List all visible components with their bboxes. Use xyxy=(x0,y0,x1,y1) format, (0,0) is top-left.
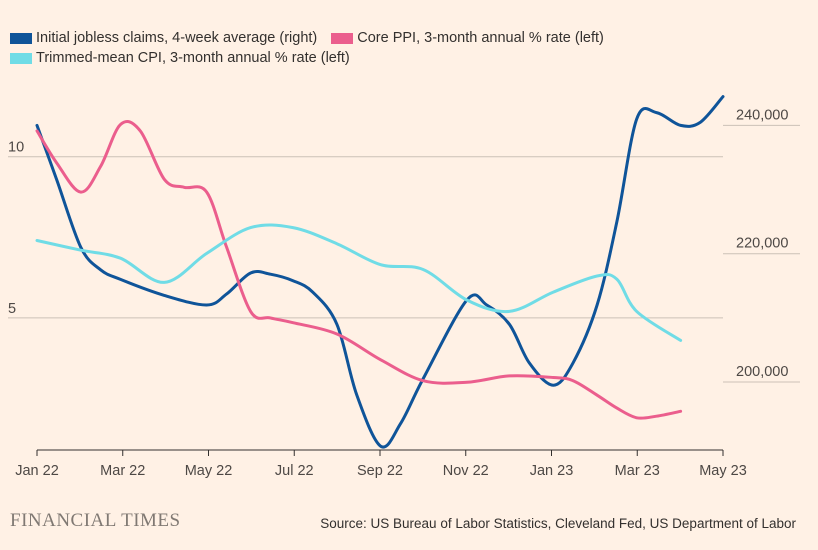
y-right-tick-label-200000: 200,000 xyxy=(736,364,788,380)
legend-swatch-core-ppi xyxy=(331,32,354,44)
legend-row-1: Initial jobless claims, 4-week average (… xyxy=(10,28,800,48)
source-note: Source: US Bureau of Labor Statistics, C… xyxy=(320,516,796,531)
legend-row-2: Trimmed-mean CPI, 3-month annual % rate … xyxy=(10,48,800,68)
legend-label-jobless-claims: Initial jobless claims, 4-week average (… xyxy=(36,30,318,46)
x-tick-label-mar-23: Mar 23 xyxy=(615,463,660,479)
gridlines xyxy=(8,124,800,383)
legend-label-trimmed-cpi: Trimmed-mean CPI, 3-month annual % rate … xyxy=(36,50,350,66)
x-tick-label-sep-22: Sep 22 xyxy=(357,463,403,479)
y-right-tick-label-240000: 240,000 xyxy=(736,107,788,123)
y-left-tick-label-5: 5 xyxy=(8,301,16,317)
axes: 5 10 200,000 220,000 240,000 Jan 22 Mar 22 May … xyxy=(8,107,788,479)
legend-swatch-jobless-claims xyxy=(10,32,32,44)
series-line-core-ppi-3-month-annual-rate-left xyxy=(35,120,683,420)
x-tick-label-jan-22: Jan 22 xyxy=(15,463,59,479)
series-line-trimmed-mean-cpi-3-month-annual-rate-left xyxy=(35,223,683,342)
x-tick-label-may-23: May 23 xyxy=(699,463,747,479)
y-right-tick-label-220000: 220,000 xyxy=(736,236,788,252)
x-tick-label-may-22: May 22 xyxy=(185,463,233,479)
x-tick-label-jan-23: Jan 23 xyxy=(530,463,574,479)
legend: Initial jobless claims, 4-week average (… xyxy=(10,28,800,68)
x-tick-label-mar-22: Mar 22 xyxy=(100,463,145,479)
x-tick-label-nov-22: Nov 22 xyxy=(443,463,489,479)
y-left-tick-label-10: 10 xyxy=(8,140,24,156)
series-line-initial-jobless-claims-4-week-average-right xyxy=(35,95,725,449)
legend-label-core-ppi: Core PPI, 3-month annual % rate (left) xyxy=(357,30,604,46)
legend-item-core-ppi: Core PPI, 3-month annual % rate (left) xyxy=(331,28,604,48)
legend-swatch-trimmed-cpi xyxy=(10,52,32,64)
legend-item-trimmed-cpi: Trimmed-mean CPI, 3-month annual % rate … xyxy=(10,48,350,68)
legend-item-jobless-claims: Initial jobless claims, 4-week average (… xyxy=(10,28,317,48)
x-tick-label-jul-22: Jul 22 xyxy=(275,463,314,479)
series-lines xyxy=(35,95,725,449)
ft-logo: FINANCIAL TIMES xyxy=(10,510,181,531)
